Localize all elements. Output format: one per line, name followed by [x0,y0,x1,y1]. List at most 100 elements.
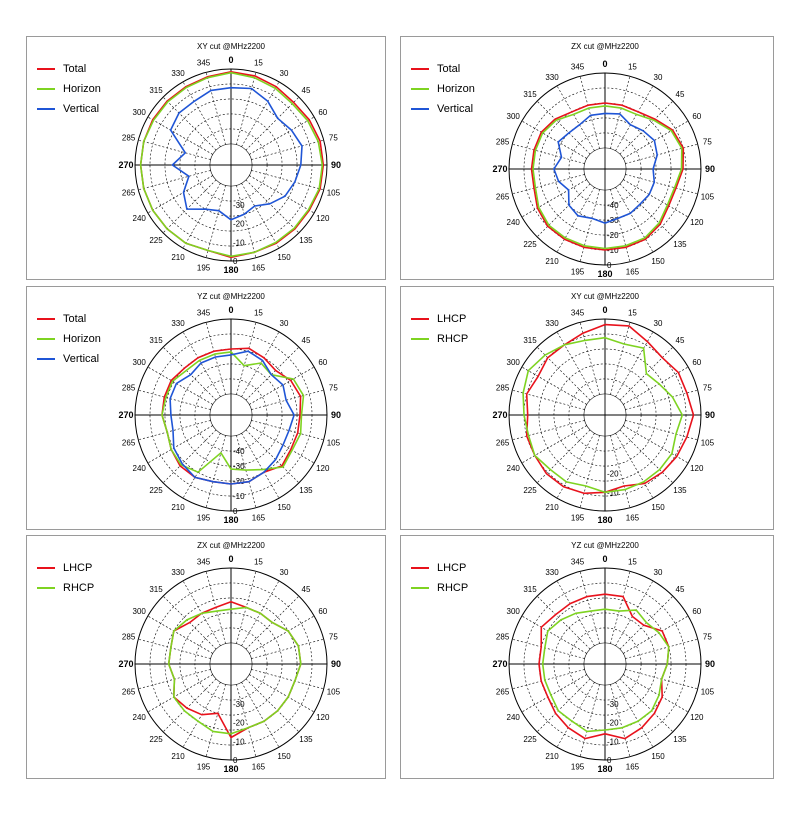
grid-spoke [521,179,587,218]
grid-spoke [619,183,674,238]
grid-spoke [138,389,211,410]
angle-tick-label: 105 [327,687,341,696]
series-line-lhcp [538,593,670,740]
grid-spoke [251,170,324,191]
angle-tick-label: 90 [331,160,341,170]
grid-spoke [138,170,211,191]
grid-spoke [182,433,221,499]
grid-spoke [241,682,280,748]
angle-tick-label: 330 [545,73,559,82]
grid-spoke [236,435,257,508]
grid-spoke [241,81,280,147]
grid-spoke [615,85,654,151]
angle-tick-label: 120 [690,218,704,227]
grid-spoke [610,684,631,757]
angle-tick-label: 240 [507,713,521,722]
grid-spoke [249,366,315,405]
angle-tick-label: 300 [507,358,521,367]
grid-spoke [579,684,600,757]
angle-tick-label: 315 [149,86,163,95]
angle-tick-label: 120 [690,464,704,473]
legend-item: RHCP [411,329,468,349]
legend-item: RHCP [411,578,468,598]
angle-tick-label: 180 [597,515,612,525]
radial-tick-label: -20 [607,470,619,479]
angle-tick-label: 210 [545,752,559,761]
angle-tick-label: 225 [523,240,537,249]
grid-spoke [182,183,221,249]
grid-spoke [162,429,217,484]
grid-spoke [623,366,689,405]
legend-label: LHCP [63,562,93,574]
grid-spoke [236,684,257,757]
legend-item: Vertical [37,99,101,119]
legend-label: RHCP [63,582,95,594]
radial-tick-label: 0 [233,756,238,765]
radial-tick-label: 0 [233,507,238,516]
grid-spoke [536,678,591,733]
grid-spoke [521,615,587,654]
grid-spoke [236,322,257,395]
angle-tick-label: 180 [597,269,612,279]
radial-tick-label: 0 [233,257,238,266]
grid-spoke [138,139,211,160]
angle-tick-label: 195 [197,263,211,272]
legend: Total Horizon Vertical [37,309,101,369]
grid-spoke [610,189,631,262]
angle-tick-label: 265 [122,687,136,696]
polar-chart: XY cut @MHz2200 0 15 30 45 60 75 90 105 120 135 150… [118,42,341,275]
angle-tick-label: 45 [676,336,685,345]
angle-tick-label: 150 [651,503,665,512]
angle-tick-label: 60 [318,358,327,367]
grid-spoke [205,435,226,508]
legend-label: Total [437,63,461,75]
angle-tick-label: 165 [626,513,640,522]
chart-title: XY cut @MHz2200 [197,42,266,51]
angle-tick-label: 300 [133,607,147,616]
angle-tick-label: 135 [299,486,313,495]
angle-tick-label: 135 [673,240,687,249]
angle-tick-label: 60 [692,112,701,121]
grid-spoke [619,429,674,484]
angle-tick-label: 330 [171,319,185,328]
legend-swatch [411,68,429,70]
grid-spoke [205,322,226,395]
grid-spoke [610,322,631,395]
chart-title: XY cut @MHz2200 [571,292,640,301]
angle-tick-label: 195 [197,762,211,771]
angle-tick-label: 265 [496,192,510,201]
angle-tick-label: 60 [318,607,327,616]
radial-tick-label: -10 [607,737,619,746]
radial-tick-label: -20 [233,220,245,229]
angle-tick-label: 195 [571,513,585,522]
grid-spoke [245,678,300,733]
angle-tick-label: 90 [705,164,715,174]
legend-label: Vertical [63,353,100,365]
legend: Total Horizon Vertical [411,59,475,119]
grid-spoke [623,674,689,713]
grid-spoke [205,72,226,145]
grid-spoke [625,389,698,410]
angle-tick-label: 30 [280,69,289,78]
legend-swatch [37,108,55,110]
angle-tick-label: 165 [626,762,640,771]
grid-spoke [138,638,211,659]
angle-tick-label: 180 [223,515,238,525]
angle-tick-label: 45 [676,585,685,594]
angle-tick-label: 75 [703,138,712,147]
angle-tick-label: 150 [277,503,291,512]
legend-swatch [37,88,55,90]
grid-spoke [249,674,315,713]
series-line-lhcp [525,323,695,495]
angle-tick-label: 300 [507,112,521,121]
angle-tick-label: 75 [703,384,712,393]
angle-tick-label: 165 [252,762,266,771]
grid-spoke [579,189,600,262]
legend: LHCP RHCP [411,558,468,598]
grid-spoke [536,346,591,401]
grid-spoke [162,346,217,401]
grid-spoke [205,684,226,757]
angle-tick-label: 165 [252,263,266,272]
chart-panel-zx-total: ZX cut @MHz2200 0 15 30 45 60 75 90 105 120 135 150… [400,36,774,280]
grid-spoke [147,366,213,405]
